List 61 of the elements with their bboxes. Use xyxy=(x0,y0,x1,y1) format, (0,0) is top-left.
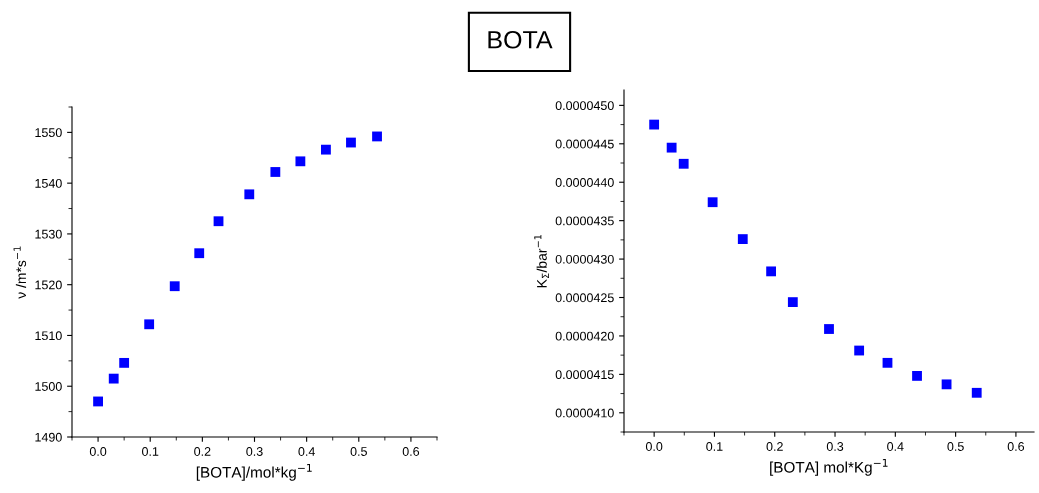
y-tick-label: 0.0000435 xyxy=(555,216,614,226)
x-tick-label: 0.1 xyxy=(142,447,159,456)
point xyxy=(119,357,130,368)
x-tick-label: 0.5 xyxy=(350,447,367,456)
point xyxy=(321,144,331,155)
y-tick-label: 1490 xyxy=(35,432,62,442)
point xyxy=(824,324,834,334)
point xyxy=(787,297,798,308)
x-tick-label: 0.3 xyxy=(246,447,263,456)
y-tick-label: 0.0000415 xyxy=(555,370,614,380)
y-axis-title: ν /m*s$^{−1}$ xyxy=(13,246,27,299)
x-axis-title: [BOTA]/mol*kg$^{−1}$ xyxy=(196,463,312,481)
point xyxy=(372,131,382,142)
y-tick-label: 1530 xyxy=(35,229,62,239)
point xyxy=(707,197,718,208)
x-tick-label: 0.4 xyxy=(887,442,904,451)
y-tick-label: 1520 xyxy=(35,280,62,290)
y-tick-label: 1500 xyxy=(35,382,62,391)
x-tick-label: 0.6 xyxy=(1007,442,1025,451)
y-tick-label: 1550 xyxy=(35,128,62,138)
x-tick-label: 0.2 xyxy=(766,442,783,451)
point xyxy=(666,142,677,153)
x-tick-label: 0.1 xyxy=(706,442,723,451)
point xyxy=(854,345,865,356)
y-tick-label: 0.0000425 xyxy=(555,293,614,303)
point xyxy=(912,370,922,381)
y-tick-label: 0.0000450 xyxy=(555,101,614,111)
point xyxy=(295,156,306,167)
y-tick-label: 1540 xyxy=(35,178,62,188)
y-tick-label: 0.0000410 xyxy=(555,408,614,418)
y-tick-label: 0.0000445 xyxy=(555,139,614,149)
point xyxy=(270,167,281,177)
x-tick-label: 0.0 xyxy=(89,447,107,456)
x-tick-label: 0.0 xyxy=(645,442,663,451)
y-tick-label: 0.0000430 xyxy=(555,254,614,264)
point xyxy=(213,216,224,227)
point xyxy=(882,357,893,368)
point xyxy=(169,281,180,292)
point xyxy=(244,189,255,200)
point xyxy=(678,158,689,169)
point xyxy=(346,137,356,148)
point xyxy=(93,396,103,407)
x-tick-label: 0.4 xyxy=(298,447,315,456)
y-tick-label: 1510 xyxy=(35,331,62,341)
x-axis-title: [BOTA] mol*Kg$^{−1}$ xyxy=(770,458,888,476)
y-tick-label: 0.0000440 xyxy=(555,178,614,187)
point xyxy=(737,234,748,245)
y-axis-title: K$_{Σ}$/bar$^{−1}$ xyxy=(534,234,549,288)
point xyxy=(144,319,155,330)
point xyxy=(108,373,119,384)
x-tick-label: 0.6 xyxy=(402,447,420,456)
x-tick-label: 0.5 xyxy=(947,442,964,451)
y-tick-label: 0.0000420 xyxy=(555,331,614,341)
x-tick-label: 0.2 xyxy=(194,447,211,456)
point xyxy=(971,387,982,398)
point xyxy=(649,119,660,130)
x-tick-label: 0.3 xyxy=(826,442,844,451)
point xyxy=(766,266,777,277)
point xyxy=(194,248,205,259)
text: BOTA xyxy=(488,30,553,49)
point xyxy=(941,379,952,390)
